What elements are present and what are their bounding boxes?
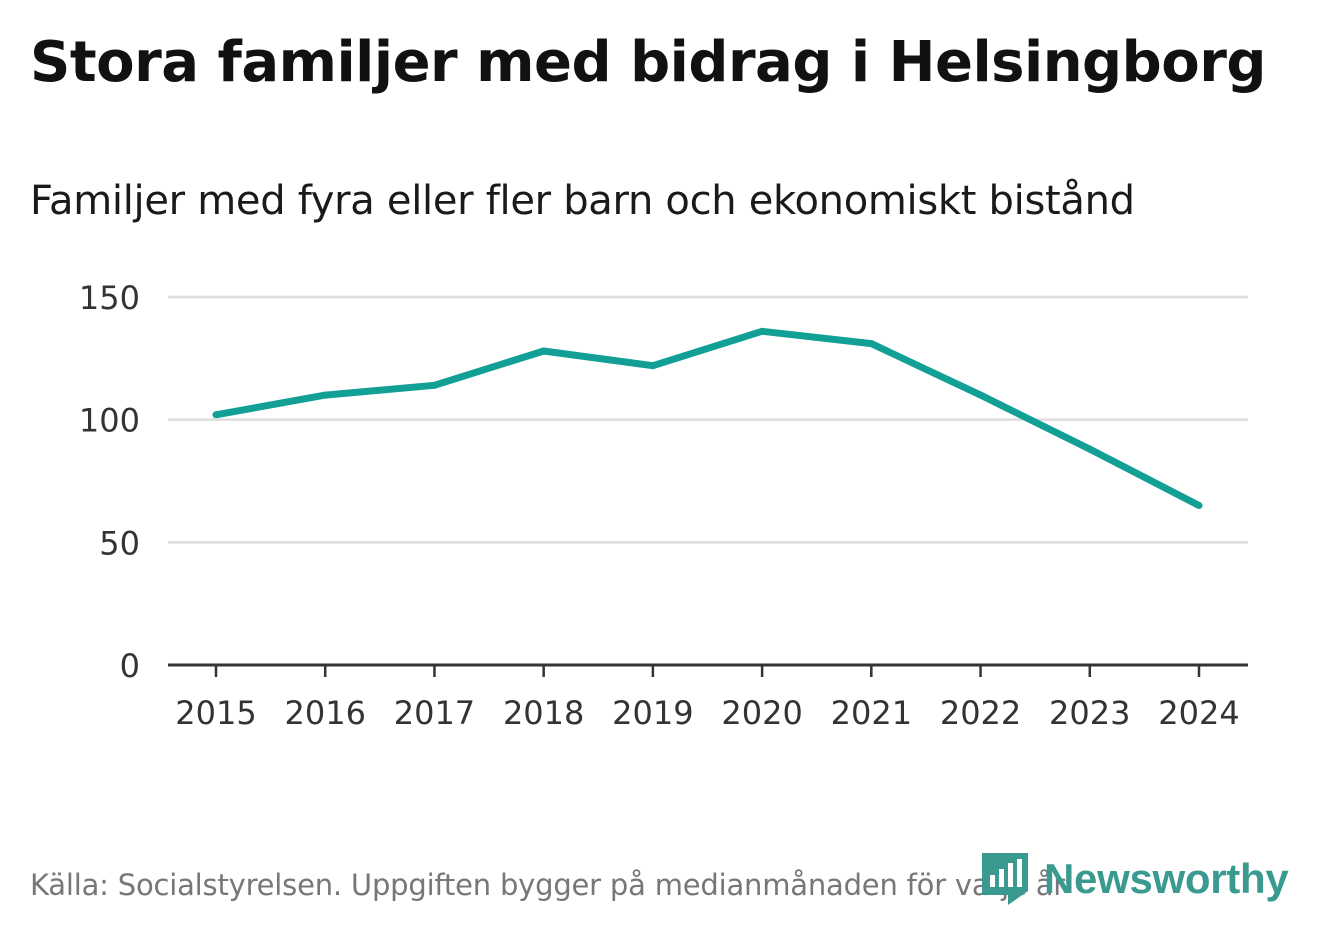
x-tick-label-2022: 2022 — [940, 694, 1021, 732]
y-tick-label-150: 150 — [79, 279, 140, 317]
logo-text: Newsworthy — [1044, 855, 1289, 902]
data-point-2021 — [867, 340, 875, 348]
data-point-2017 — [430, 381, 438, 389]
data-point-2015 — [212, 411, 220, 419]
x-tick-label-2019: 2019 — [612, 694, 693, 732]
x-tick-label-2023: 2023 — [1049, 694, 1130, 732]
data-point-2020 — [758, 327, 766, 335]
data-point-2016 — [321, 391, 329, 399]
y-tick-label-100: 100 — [79, 402, 140, 440]
source-note: Källa: Socialstyrelsen. Uppgiften bygger… — [30, 868, 1065, 902]
x-tick-label-2015: 2015 — [175, 694, 256, 732]
data-point-2022 — [977, 391, 985, 399]
data-point-2023 — [1086, 445, 1094, 453]
newsworthy-logo-icon — [982, 853, 1028, 905]
data-point-2024 — [1195, 502, 1203, 510]
chart-title: Stora familjer med bidrag i Helsingborg — [30, 30, 1266, 95]
x-tick-label-2017: 2017 — [394, 694, 475, 732]
data-point-2019 — [649, 362, 657, 370]
x-tick-label-2021: 2021 — [831, 694, 912, 732]
x-tick-label-2020: 2020 — [721, 694, 802, 732]
y-tick-label-0: 0 — [120, 647, 140, 685]
data-point-2018 — [540, 347, 548, 355]
series-line-0 — [215, 327, 1201, 509]
chart-subtitle: Familjer med fyra eller fler barn och ek… — [30, 178, 1135, 224]
x-tick-label-2024: 2024 — [1158, 694, 1239, 732]
x-tick-label-2016: 2016 — [285, 694, 366, 732]
x-tick-label-2018: 2018 — [503, 694, 584, 732]
y-tick-label-50: 50 — [99, 524, 140, 562]
newsworthy-logo: Newsworthy — [980, 848, 1289, 910]
